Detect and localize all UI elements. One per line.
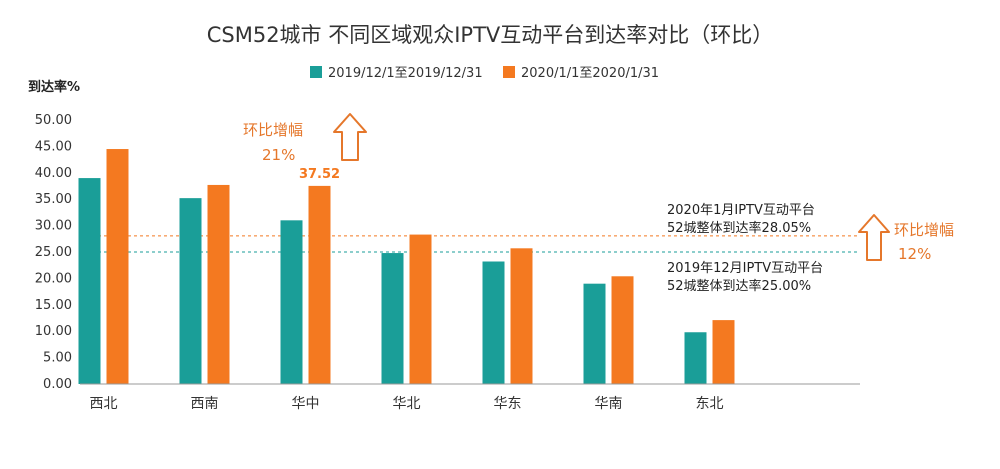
category-label: 东北 [696, 396, 724, 412]
ref-label-2019-line1: 2019年12月IPTV互动平台 [667, 261, 823, 276]
bars [78, 149, 735, 384]
bar-2020-1 [207, 184, 230, 384]
y-tick-label: 10.00 [35, 324, 72, 339]
bar-2020-2 [308, 185, 331, 384]
up-arrow-icon [333, 113, 367, 161]
y-axis-label: 到达率% [28, 79, 80, 95]
category-label: 华中 [292, 396, 320, 412]
category-labels: 西北 西南 华中 华北 华东 华南 东北 [90, 396, 724, 412]
y-tick-label: 40.00 [35, 166, 72, 181]
y-tick-label: 0.00 [43, 377, 72, 392]
reference-lines [80, 235, 860, 253]
chart-title: CSM52城市 不同区域观众IPTV互动平台到达率对比（环比） [207, 23, 774, 47]
category-label: 华北 [393, 396, 421, 412]
bar-2019-6 [684, 332, 707, 384]
y-tick-label: 35.00 [35, 192, 72, 207]
annotation-label: 环比增幅 [894, 221, 954, 239]
data-label: 37.52 [299, 167, 340, 182]
bar-2020-0 [106, 149, 129, 384]
legend-swatch-2019 [310, 66, 322, 78]
y-tick-label: 5.00 [43, 351, 72, 366]
y-axis-ticks: 0.00 5.00 10.00 15.00 20.00 25.00 30.00 35.00 40… [35, 113, 72, 392]
ref-label-2020-line2: 52城整体到达率28.05% [667, 220, 811, 236]
bar-2020-4 [510, 248, 533, 384]
category-label: 华南 [595, 396, 623, 412]
annotation-percent: 12% [898, 245, 931, 263]
category-label: 西南 [191, 396, 219, 412]
bar-2019-1 [179, 198, 202, 384]
y-tick-label: 15.00 [35, 298, 72, 313]
annotation-label: 环比增幅 [243, 121, 303, 139]
y-tick-label: 20.00 [35, 271, 72, 286]
y-tick-label: 25.00 [35, 245, 72, 260]
ref-label-2020-line1: 2020年1月IPTV互动平台 [667, 203, 815, 218]
bar-2019-2 [280, 220, 303, 384]
annotation-increase-huazhong: 环比增幅 21% [243, 113, 367, 164]
y-tick-label: 45.00 [35, 139, 72, 154]
bar-2019-5 [583, 283, 606, 384]
legend-swatch-2020 [503, 66, 515, 78]
bar-2020-6 [712, 320, 735, 384]
annotation-increase-overall: 环比增幅 12% [858, 214, 954, 263]
category-label: 西北 [90, 396, 118, 412]
category-label: 华东 [494, 396, 522, 412]
bar-2020-5 [611, 276, 634, 384]
legend-label-2020: 2020/1/1至2020/1/31 [521, 66, 659, 81]
bar-2019-0 [78, 178, 101, 384]
up-arrow-icon [858, 214, 890, 261]
annotation-percent: 21% [262, 146, 295, 164]
bar-2019-4 [482, 261, 505, 384]
y-tick-label: 50.00 [35, 113, 72, 128]
legend-label-2019: 2019/12/1至2019/12/31 [328, 66, 483, 81]
bar-2020-3 [409, 234, 432, 384]
legend: 2019/12/1至2019/12/31 2020/1/1至2020/1/31 [310, 66, 659, 81]
y-tick-label: 30.00 [35, 219, 72, 234]
data-labels: 37.52 [299, 167, 340, 182]
ref-label-2019-line2: 52城整体到达率25.00% [667, 278, 811, 294]
bar-2019-3 [381, 253, 404, 384]
